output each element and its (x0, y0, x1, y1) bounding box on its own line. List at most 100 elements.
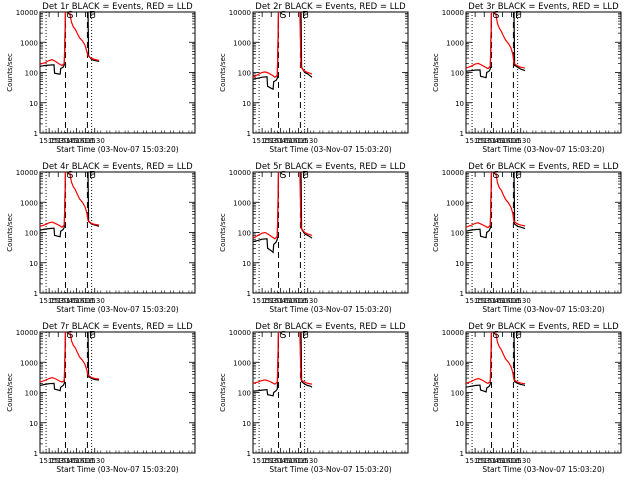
y-tick-label: 10 (29, 420, 38, 428)
x-tick-label: 15:15 (252, 457, 272, 465)
chart-title: Det 1r BLACK = Events, RED = LLD (42, 2, 193, 12)
y-tick-label: 100 (25, 390, 38, 398)
x-tick-label: 15:15 (465, 457, 485, 465)
marker-label-s: S (493, 170, 499, 181)
y-axis-label: Counts/sec (432, 53, 440, 92)
y-tick-label: 10 (455, 260, 464, 268)
x-tick-label: 16:00 (66, 137, 86, 145)
chart-title: Det 7r BLACK = Events, RED = LLD (42, 322, 193, 332)
y-tick-label: 10 (29, 260, 38, 268)
y-axis-label: Counts/sec (432, 213, 440, 252)
x-tick-label: 15:15 (465, 297, 485, 305)
y-tick-label: 1000 (20, 39, 38, 47)
y-tick-label: 10 (242, 420, 251, 428)
x-tick-label: 15:30 (261, 297, 281, 305)
y-tick-label: 1 (247, 450, 251, 458)
x-tick-label: 15:30 (474, 137, 494, 145)
x-tick-label: 16:00 (279, 457, 299, 465)
chart-panel-2r: Det 2r BLACK = Events, RED = LLD 1 10 100 10… (219, 2, 409, 154)
series-line-events (253, 332, 313, 397)
marker-label-e: E (302, 170, 308, 181)
chart-panel-7r: Det 7r BLACK = Events, RED = LLD 1 10 100 10… (6, 322, 196, 474)
series-line-events (40, 332, 100, 392)
x-tick-label: 16:15 (288, 297, 308, 305)
x-tick-label: 15:45 (483, 297, 503, 305)
series-line-lld (253, 332, 313, 385)
y-tick-label: 100 (451, 70, 464, 78)
y-tick-label: 100 (238, 390, 251, 398)
x-tick-label: 16:30 (85, 137, 105, 145)
chart-panel-8r: Det 8r BLACK = Events, RED = LLD 1 10 100 10… (219, 322, 409, 474)
chart-title: Det 4r BLACK = Events, RED = LLD (42, 162, 193, 172)
y-tick-label: 1 (460, 130, 464, 138)
chart-panel-1r: Det 1r BLACK = Events, RED = LLD 1 10 100 10… (6, 2, 196, 154)
chart-panel-9r: Det 9r BLACK = Events, RED = LLD 1 10 100 10… (432, 322, 622, 474)
series-line-lld (40, 12, 100, 67)
y-axis-label: Counts/sec (219, 213, 227, 252)
x-axis-label: Start Time (03-Nov-07 15:03:20) (482, 465, 604, 474)
x-tick-label: 15:45 (270, 297, 290, 305)
y-tick-label: 100 (238, 70, 251, 78)
x-axis-label: Start Time (03-Nov-07 15:03:20) (269, 465, 391, 474)
x-tick-label: 16:00 (492, 457, 512, 465)
marker-label-s: S (493, 330, 499, 341)
y-tick-label: 1 (460, 450, 464, 458)
y-tick-label: 10 (242, 260, 251, 268)
y-axis-label: Counts/sec (6, 53, 14, 92)
marker-label-e: E (302, 10, 308, 21)
x-axis-label: Start Time (03-Nov-07 15:03:20) (269, 305, 391, 314)
y-axis-label: Counts/sec (219, 373, 227, 412)
x-tick-label: 16:00 (66, 297, 86, 305)
x-tick-label: 16:15 (288, 137, 308, 145)
x-tick-label: 16:15 (501, 457, 521, 465)
marker-label-s: S (493, 10, 499, 21)
y-tick-label: 1 (460, 290, 464, 298)
x-tick-label: 15:30 (48, 457, 68, 465)
chart-title: Det 9r BLACK = Events, RED = LLD (468, 322, 619, 332)
y-tick-label: 1000 (446, 39, 464, 47)
x-axis-label: Start Time (03-Nov-07 15:03:20) (56, 145, 178, 154)
y-tick-label: 100 (451, 390, 464, 398)
y-axis-label: Counts/sec (432, 373, 440, 412)
x-tick-label: 15:30 (261, 137, 281, 145)
x-tick-label: 16:15 (75, 457, 95, 465)
marker-label-s: S (67, 10, 73, 21)
x-tick-label: 15:30 (261, 457, 281, 465)
y-tick-label: 1 (247, 130, 251, 138)
marker-label-e: E (89, 10, 95, 21)
y-tick-label: 1000 (233, 199, 251, 207)
y-tick-label: 10000 (16, 169, 38, 177)
series-line-events (466, 332, 526, 393)
marker-label-s: S (280, 10, 286, 21)
marker-label-e: E (515, 330, 521, 341)
y-tick-label: 10000 (16, 329, 38, 337)
x-tick-label: 16:15 (288, 457, 308, 465)
marker-label-e: E (515, 170, 521, 181)
marker-label-e: E (89, 170, 95, 181)
x-tick-label: 16:30 (511, 137, 531, 145)
chart-panel-5r: Det 5r BLACK = Events, RED = LLD 1 10 100 10… (219, 162, 409, 314)
series-line-lld (253, 172, 313, 240)
marker-label-s: S (67, 170, 73, 181)
marker-label-s: S (67, 330, 73, 341)
y-tick-label: 1 (34, 450, 38, 458)
x-tick-label: 15:45 (483, 457, 503, 465)
y-axis-label: Counts/sec (6, 373, 14, 412)
y-tick-label: 1 (34, 130, 38, 138)
x-tick-label: 15:45 (270, 137, 290, 145)
x-tick-label: 15:45 (57, 297, 77, 305)
x-tick-label: 15:45 (57, 137, 77, 145)
x-tick-label: 16:30 (298, 297, 318, 305)
series-line-events (466, 12, 526, 79)
series-line-events (40, 12, 100, 75)
x-axis-label: Start Time (03-Nov-07 15:03:20) (269, 145, 391, 154)
x-tick-label: 16:00 (492, 137, 512, 145)
y-tick-label: 10000 (442, 169, 464, 177)
x-tick-label: 15:15 (252, 297, 272, 305)
y-tick-label: 10000 (229, 9, 251, 17)
chart-panel-3r: Det 3r BLACK = Events, RED = LLD 1 10 100 10… (432, 2, 622, 154)
x-axis-label: Start Time (03-Nov-07 15:03:20) (56, 465, 178, 474)
series-line-lld (40, 172, 100, 228)
